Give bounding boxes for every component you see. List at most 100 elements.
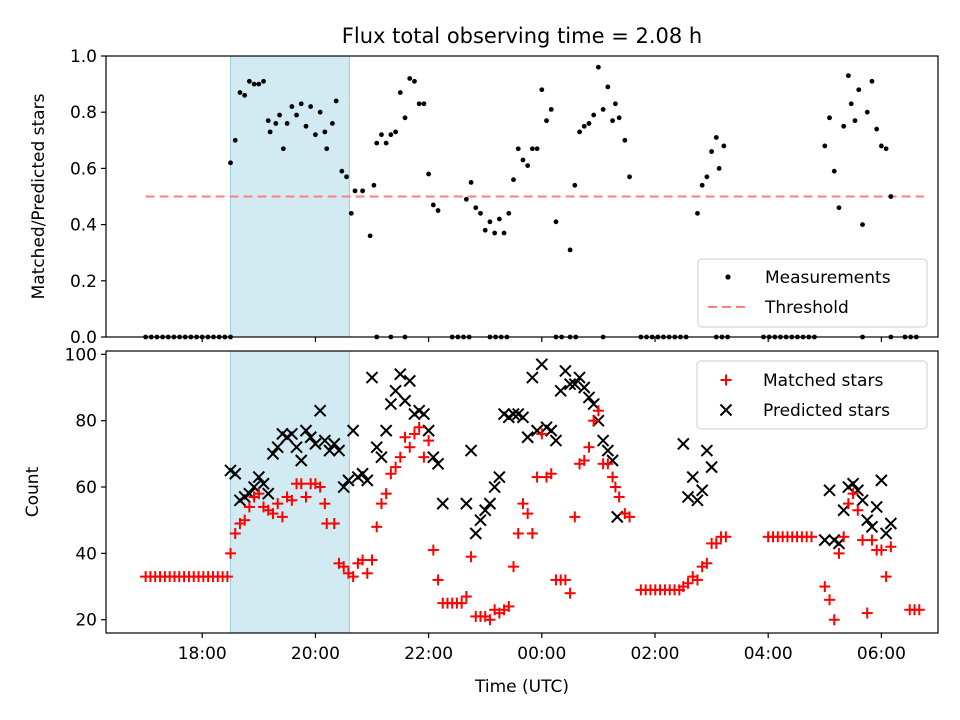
matched-star-point <box>484 614 496 626</box>
predicted-star-point <box>460 497 473 510</box>
measurement-point <box>416 101 422 107</box>
x-tick-label: 00:00 <box>517 644 566 664</box>
measurement-point <box>836 205 842 211</box>
matched-star-point <box>536 428 548 440</box>
measurement-point <box>277 112 282 118</box>
predicted-star-stroke <box>601 444 615 457</box>
matched-star-point <box>253 488 265 500</box>
predicted-star-point <box>422 424 435 437</box>
predicted-star-stroke <box>389 384 402 398</box>
predicted-star-point <box>304 431 317 444</box>
predicted-star-stroke <box>568 377 582 391</box>
predicted-star-point <box>318 434 332 447</box>
measurement-point <box>525 163 531 168</box>
predicted-star-stroke <box>304 431 317 444</box>
matched-star-point <box>314 481 326 493</box>
matched-star-point <box>720 531 732 543</box>
predicted-star-stroke <box>229 467 242 480</box>
matched-star-point <box>361 567 373 579</box>
predicted-star-point <box>535 358 549 371</box>
bottom-y-tick-label: 40 <box>75 544 97 564</box>
top-panel: 0.0 0.2 0.4 0.6 0.8 1.0 Measurements Threshold <box>70 47 939 348</box>
measurement-point <box>426 171 432 177</box>
predicted-star-stroke <box>332 444 346 457</box>
bottom-y-tick-label: 100 <box>65 345 97 365</box>
top-y-axis-label: Matched/Predicted stars <box>29 93 49 299</box>
measurement-point <box>430 202 436 208</box>
measurement-point <box>515 146 521 152</box>
matched-star-point <box>607 471 619 483</box>
matched-star-point <box>569 511 581 523</box>
predicted-star-stroke <box>252 470 266 484</box>
predicted-star-stroke <box>530 424 544 437</box>
measurement-point <box>716 166 722 171</box>
predicted-star-stroke <box>596 434 610 447</box>
measurement-point <box>280 146 286 152</box>
measurement-point <box>496 216 502 222</box>
chart-title: Flux total observing time = 2.08 h <box>342 24 702 48</box>
measurement-point <box>586 121 592 126</box>
predicted-star-stroke <box>417 407 431 421</box>
measurement-point <box>463 196 469 202</box>
matched-star-point <box>385 468 397 480</box>
measurement-point <box>529 146 535 152</box>
x-tick-label: 04:00 <box>744 644 793 664</box>
predicted-star-stroke <box>493 470 506 484</box>
predicted-star-point <box>832 537 846 550</box>
predicted-star-stroke <box>488 480 501 494</box>
measurement-point <box>294 112 299 118</box>
measurement-point <box>393 129 398 135</box>
matched-star-point <box>838 531 850 543</box>
measurement-point <box>704 174 710 180</box>
matched-star-point <box>319 498 331 510</box>
predicted-star-point <box>323 444 336 457</box>
legend-measurements-label: Measurements <box>765 268 891 288</box>
predicted-star-point <box>313 404 327 417</box>
predicted-star-point <box>526 371 539 384</box>
predicted-star-stroke <box>422 424 435 437</box>
measurement-point <box>397 90 403 95</box>
measurement-point <box>492 230 498 236</box>
x-tick-label: 02:00 <box>631 644 680 664</box>
predicted-star-stroke <box>549 434 563 447</box>
predicted-star-point <box>328 437 341 451</box>
matched-star-point <box>885 541 897 553</box>
predicted-star-stroke <box>516 411 530 424</box>
predicted-star-point <box>271 441 284 454</box>
predicted-star-point <box>337 480 350 494</box>
measurement-point <box>339 168 345 174</box>
matched-star-point <box>465 551 477 563</box>
predicted-star-stroke <box>582 391 596 404</box>
predicted-star-stroke <box>323 444 336 457</box>
predicted-star-point <box>252 470 266 484</box>
measurement-point <box>237 90 243 95</box>
predicted-star-point <box>488 480 501 494</box>
predicted-star-stroke <box>526 371 539 384</box>
measurement-point <box>412 78 417 84</box>
predicted-star-stroke <box>295 454 308 467</box>
predicted-star-point <box>601 444 615 457</box>
matched-star-point <box>375 498 387 510</box>
measurement-point <box>713 135 719 140</box>
matched-star-point <box>512 527 524 539</box>
matched-star-point <box>526 527 538 539</box>
predicted-star-point <box>361 474 374 487</box>
matched-star-point <box>806 531 818 543</box>
measurement-point <box>572 182 578 188</box>
matched-star-point <box>880 571 892 583</box>
matched-star-point <box>408 428 420 440</box>
measurement-point <box>344 174 349 180</box>
predicted-star-point <box>493 470 506 484</box>
matched-star-point <box>390 461 402 473</box>
bottom-plot-frame <box>105 350 939 634</box>
predicted-star-stroke <box>436 497 449 510</box>
top-y-tick-label: 0.4 <box>70 216 97 236</box>
predicted-star-point <box>483 497 497 510</box>
predicted-star-stroke <box>394 368 407 381</box>
predicted-star-stroke <box>365 371 379 384</box>
predicted-star-point <box>691 494 704 507</box>
predicted-star-stroke <box>318 434 332 447</box>
predicted-star-point <box>846 477 860 490</box>
predicted-star-point <box>384 397 398 411</box>
bottom-y-tick-label: 80 <box>75 412 97 432</box>
